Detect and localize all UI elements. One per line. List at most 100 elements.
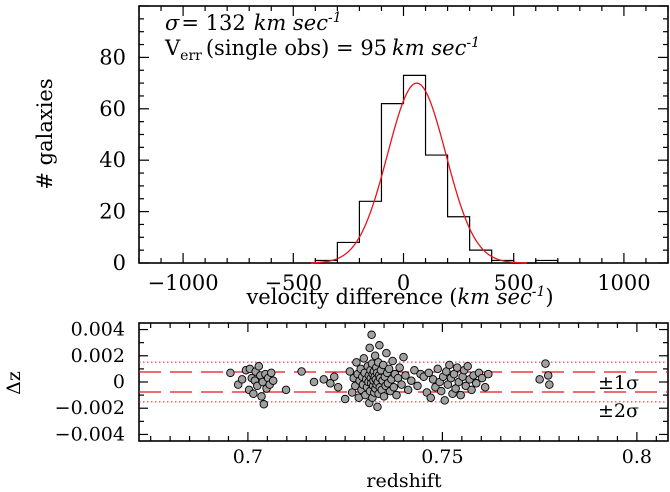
data-point: [379, 392, 389, 401]
x-tick-label: 0: [397, 271, 410, 295]
histogram-bin: [470, 250, 492, 263]
data-point: [452, 363, 462, 372]
histogram-bin: [404, 75, 426, 263]
data-point: [367, 330, 376, 340]
data-point: [471, 379, 481, 388]
data-point: [249, 389, 258, 399]
data-point: [436, 386, 446, 396]
data-point: [463, 362, 472, 371]
data-point: [257, 392, 266, 401]
data-point: [345, 367, 355, 376]
data-point: [388, 356, 397, 366]
data-point: [365, 343, 374, 353]
x-tick-label: −1000: [148, 271, 219, 295]
data-point: [477, 373, 487, 383]
x-tick-label: 0.7: [233, 446, 263, 468]
data-point: [545, 380, 554, 389]
data-point: [410, 365, 419, 375]
data-point: [480, 382, 490, 392]
data-point: [333, 382, 343, 392]
scatter-points: [226, 330, 554, 412]
data-point: [379, 360, 388, 370]
histogram-outline: [314, 74, 559, 264]
data-point: [268, 376, 278, 385]
data-point: [433, 364, 442, 374]
x-tick-label: 0.8: [622, 446, 652, 468]
data-point: [407, 376, 416, 385]
data-point: [395, 363, 404, 372]
data-point: [484, 369, 493, 379]
scatter-ylabel: Δz: [3, 371, 25, 395]
x-tick-label: −500: [264, 271, 322, 295]
y-tick-label: 0.004: [71, 319, 125, 341]
histogram-bins: [315, 75, 557, 263]
histogram-ylabel: # galaxies: [33, 78, 57, 189]
band-1sigma-label: ±1σ: [598, 372, 639, 394]
histogram-tick-labels: −1000 −500 0 500 1000 0 20 40 60 80: [99, 45, 650, 295]
data-point: [413, 381, 422, 391]
histogram-panel: −1000 −500 0 500 1000 0 20 40 60 80 σ= 132 km sec-…: [33, 5, 669, 309]
y-tick-label: 80: [99, 45, 126, 69]
data-point: [352, 358, 361, 367]
data-point: [389, 382, 399, 392]
y-tick-label: −0.002: [55, 397, 125, 419]
scatter-tick-labels: 0.7 0.75 0.8 0.004 0.002 0 −0.002 −0.004: [55, 319, 652, 468]
data-point: [267, 368, 276, 378]
y-tick-label: 0: [113, 371, 125, 393]
data-point: [326, 379, 335, 388]
data-point: [397, 380, 406, 389]
x-tick-label: 1000: [597, 271, 650, 295]
data-point: [424, 368, 434, 378]
data-point: [401, 371, 410, 380]
data-point: [340, 394, 350, 404]
data-point: [456, 390, 465, 400]
data-point: [461, 381, 470, 391]
data-point: [399, 352, 408, 362]
data-point: [237, 375, 247, 384]
data-point: [535, 375, 544, 384]
data-point: [375, 341, 384, 350]
histogram-bin: [381, 104, 403, 263]
annotation-verr: Verr (single obs) = 95 km sec-1: [164, 35, 480, 64]
histogram-xlabel: velocity difference (km sec-1): [245, 284, 553, 309]
data-point: [297, 367, 306, 376]
data-point: [330, 372, 339, 382]
scatter-xlabel: redshift: [366, 470, 442, 492]
y-tick-label: 60: [99, 97, 126, 121]
data-point: [384, 364, 394, 374]
x-tick-label: 500: [494, 271, 534, 295]
y-tick-label: 20: [99, 200, 126, 224]
data-point: [426, 393, 435, 402]
data-point: [541, 359, 550, 368]
data-point: [281, 385, 291, 395]
histogram-bin: [426, 155, 448, 263]
band-2sigma-label: ±2σ: [598, 400, 639, 422]
data-point: [393, 373, 403, 383]
y-tick-label: 0: [113, 251, 126, 275]
scatter-panel: 0.7 0.75 0.8 0.004 0.002 0 −0.002 −0.004 ±1σ ±2…: [3, 319, 669, 492]
y-tick-label: −0.004: [55, 423, 125, 445]
data-point: [382, 348, 391, 358]
data-point: [309, 377, 319, 387]
y-tick-label: 40: [99, 148, 126, 172]
data-point: [445, 360, 454, 370]
data-point: [467, 385, 476, 395]
data-point: [373, 402, 382, 412]
annotation-sigma: σ= 132 km sec-1: [165, 10, 342, 35]
data-point: [359, 354, 369, 363]
data-point: [259, 400, 269, 409]
gaussian-fit-curve: [310, 82, 527, 264]
histogram-bin: [448, 217, 470, 263]
data-point: [319, 375, 329, 384]
y-tick-label: 0.002: [71, 345, 125, 367]
data-point: [254, 362, 264, 371]
x-tick-label: 0.75: [421, 446, 463, 468]
data-point: [392, 390, 401, 400]
data-point: [440, 396, 449, 405]
data-point: [543, 371, 553, 380]
histogram-bin: [337, 242, 359, 263]
data-point: [403, 385, 413, 395]
scatter-ticks: [139, 323, 668, 441]
data-point: [226, 368, 235, 378]
